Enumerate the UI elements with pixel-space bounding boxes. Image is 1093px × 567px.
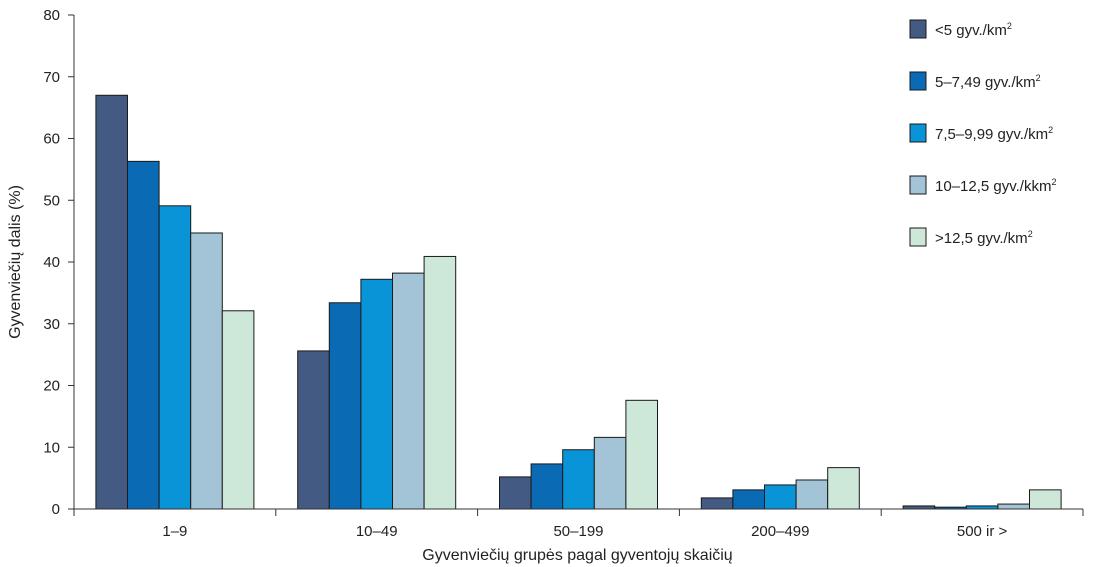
bar — [562, 449, 595, 510]
bar — [593, 436, 627, 510]
x-tick-label: 1–9 — [162, 523, 187, 540]
legend-label: 5–7,49 gyv./km2 — [935, 73, 1041, 91]
bars — [95, 94, 1062, 510]
legend-label-text: 10–12,5 gyv./kkm — [935, 178, 1051, 195]
bar — [95, 94, 129, 510]
legend-item: >12,5 gyv./km2 — [909, 227, 1033, 247]
legend-label: 7,5–9,99 gyv./km2 — [935, 125, 1053, 143]
y-tick-label: 60 — [43, 131, 60, 148]
x-tick-label: 500 ir > — [957, 523, 1008, 540]
y-tick-label: 0 — [52, 501, 60, 518]
bar — [764, 484, 797, 510]
bar — [423, 255, 457, 510]
legend-label-superscript: 2 — [1007, 21, 1012, 31]
y-tick-label: 20 — [43, 378, 60, 395]
y-axis-label: Gyvenviečių dalis (%) — [7, 185, 24, 339]
y-axis-ticks: 0 10 20 30 40 50 60 70 80 — [43, 7, 74, 518]
bar — [625, 399, 659, 510]
legend-label: 10–12,5 gyv./kkm2 — [935, 177, 1056, 195]
bar — [700, 497, 734, 510]
legend-label-superscript: 2 — [1048, 125, 1053, 135]
bar — [221, 310, 255, 510]
legend-label-superscript: 2 — [1028, 229, 1033, 239]
legend-label-text: 5–7,49 gyv./km — [935, 74, 1036, 91]
bar — [158, 205, 192, 510]
legend-label-text: 7,5–9,99 gyv./km — [935, 126, 1048, 143]
x-tick-label: 10–49 — [356, 523, 398, 540]
bar — [530, 463, 564, 510]
legend-item: 5–7,49 gyv./km2 — [909, 71, 1041, 91]
y-tick-label: 10 — [43, 439, 60, 456]
bar — [795, 479, 829, 510]
y-tick-label: 40 — [43, 254, 60, 271]
x-tick-label: 200–499 — [751, 523, 809, 540]
legend-swatch — [909, 227, 927, 247]
legend-swatch — [909, 175, 927, 195]
bar — [392, 272, 425, 510]
y-tick-label: 30 — [43, 316, 60, 333]
legend-label: >12,5 gyv./km2 — [935, 229, 1033, 247]
legend-label-superscript: 2 — [1036, 73, 1041, 83]
x-axis-label: Gyvenviečių grupės pagal gyventojų skaič… — [422, 547, 733, 564]
x-tick-label: 50–199 — [553, 523, 603, 540]
y-tick-label: 50 — [43, 192, 60, 209]
legend-item: 10–12,5 gyv./kkm2 — [909, 175, 1056, 195]
y-tick-label: 80 — [43, 7, 60, 24]
y-tick-label: 70 — [43, 69, 60, 86]
legend-label-text: >12,5 gyv./km — [935, 230, 1028, 247]
legend-item: 7,5–9,99 gyv./km2 — [909, 123, 1053, 143]
legend-swatch — [909, 123, 927, 143]
bar — [297, 350, 330, 510]
bar — [732, 489, 766, 510]
legend-item: <5 gyv./km2 — [909, 19, 1012, 39]
bar — [827, 467, 860, 510]
bar — [328, 302, 362, 510]
x-axis-ticks: 1–9 10–49 50–199 200–499 500 ir > — [73, 509, 1084, 540]
bar — [360, 278, 393, 510]
bar — [190, 232, 223, 510]
bar — [127, 160, 160, 510]
legend-label-superscript: 2 — [1051, 177, 1056, 187]
bar — [499, 476, 532, 510]
legend-swatch — [909, 19, 927, 39]
legend-label-text: <5 gyv./km — [935, 22, 1007, 39]
legend-label: <5 gyv./km2 — [935, 21, 1012, 39]
legend-swatch — [909, 71, 927, 91]
bar — [997, 503, 1031, 510]
bar — [1029, 489, 1062, 510]
